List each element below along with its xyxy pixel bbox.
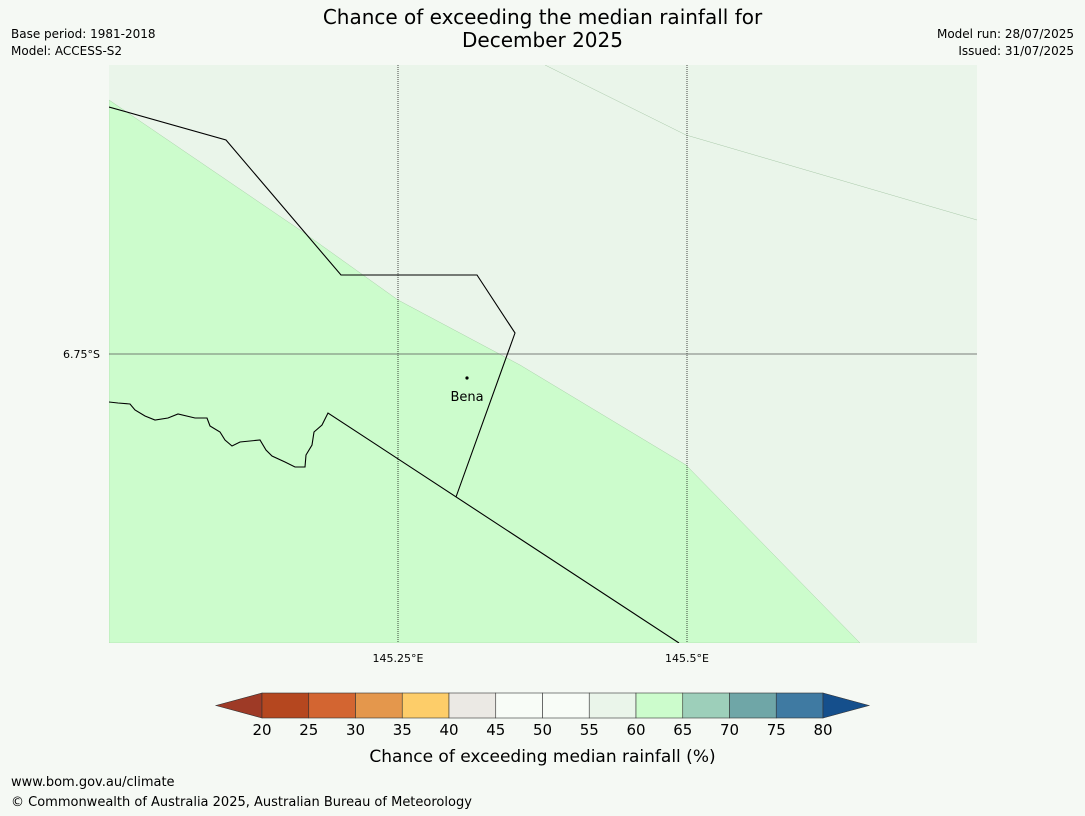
colorbar-cell-c25_30 xyxy=(308,692,356,719)
meta-right: Model run: 28/07/2025 Issued: 31/07/2025 xyxy=(937,26,1074,60)
colorbar-tick-65: 65 xyxy=(673,721,692,739)
colorbar-cell-c55_60 xyxy=(588,692,637,719)
colorbar-extend-high xyxy=(822,692,871,719)
colorbar-ticks: 20 25 30 35 40 45 50 55 60 65 70 75 80 xyxy=(252,721,832,739)
colorbar-cell-c30_35 xyxy=(355,692,403,719)
colorbar-cell-c75_80 xyxy=(775,692,824,719)
colorbar-tick-40: 40 xyxy=(439,721,458,739)
title-line-2: December 2025 xyxy=(462,28,623,52)
colorbar-cell-c35_40 xyxy=(401,692,450,719)
lon-label-145-5: 145.5°E xyxy=(665,652,709,665)
colorbar-cell-c45_50 xyxy=(495,692,543,719)
town-label-bena: Bena xyxy=(450,390,483,405)
colorbar-cell-c50_55 xyxy=(542,692,590,719)
footer-url: www.bom.gov.au/climate xyxy=(11,775,175,790)
colorbar-tick-70: 70 xyxy=(720,721,739,739)
base-period: Base period: 1981-2018 xyxy=(11,27,156,41)
colorbar-tick-80: 80 xyxy=(813,721,832,739)
colorbar-cell-c65_70 xyxy=(682,692,730,719)
colorbar-tick-45: 45 xyxy=(486,721,505,739)
map-title: Chance of exceeding the median rainfall … xyxy=(0,6,1085,52)
model-name: Model: ACCESS-S2 xyxy=(11,44,123,58)
lat-label-6-75: 6.75°S xyxy=(63,348,100,361)
colorbar-label: Chance of exceeding median rainfall (%) xyxy=(369,747,715,767)
town-marker-bena xyxy=(465,376,469,380)
meta-left: Base period: 1981-2018 Model: ACCESS-S2 xyxy=(11,26,156,60)
lon-label-145-25: 145.25°E xyxy=(373,652,424,665)
footer-copyright: © Commonwealth of Australia 2025, Austra… xyxy=(11,795,472,810)
colorbar-tick-25: 25 xyxy=(299,721,318,739)
colorbar-extend-low xyxy=(214,692,263,719)
colorbar-tick-50: 50 xyxy=(533,721,552,739)
region-boundary-55-60 xyxy=(544,65,977,221)
colorbar-cells xyxy=(261,692,824,719)
issued-date: Issued: 31/07/2025 xyxy=(958,44,1074,58)
title-line-1: Chance of exceeding the median rainfall … xyxy=(322,5,763,29)
colorbar-tick-55: 55 xyxy=(580,721,599,739)
colorbar-tick-30: 30 xyxy=(346,721,365,739)
map-area xyxy=(109,65,977,643)
colorbar-cell-c70_75 xyxy=(729,692,777,719)
region-60-65 xyxy=(109,99,861,643)
district-boundary-south xyxy=(109,401,680,643)
colorbar-tick-60: 60 xyxy=(626,721,645,739)
model-run: Model run: 28/07/2025 xyxy=(936,27,1074,41)
colorbar-tick-20: 20 xyxy=(252,721,271,739)
colorbar-cell-c20_25 xyxy=(261,692,310,719)
colorbar-tick-35: 35 xyxy=(393,721,412,739)
district-boundary xyxy=(109,106,516,498)
colorbar-cell-c60_65 xyxy=(635,692,684,719)
colorbar-cell-c40_45 xyxy=(448,692,497,719)
colorbar-tick-75: 75 xyxy=(767,721,786,739)
